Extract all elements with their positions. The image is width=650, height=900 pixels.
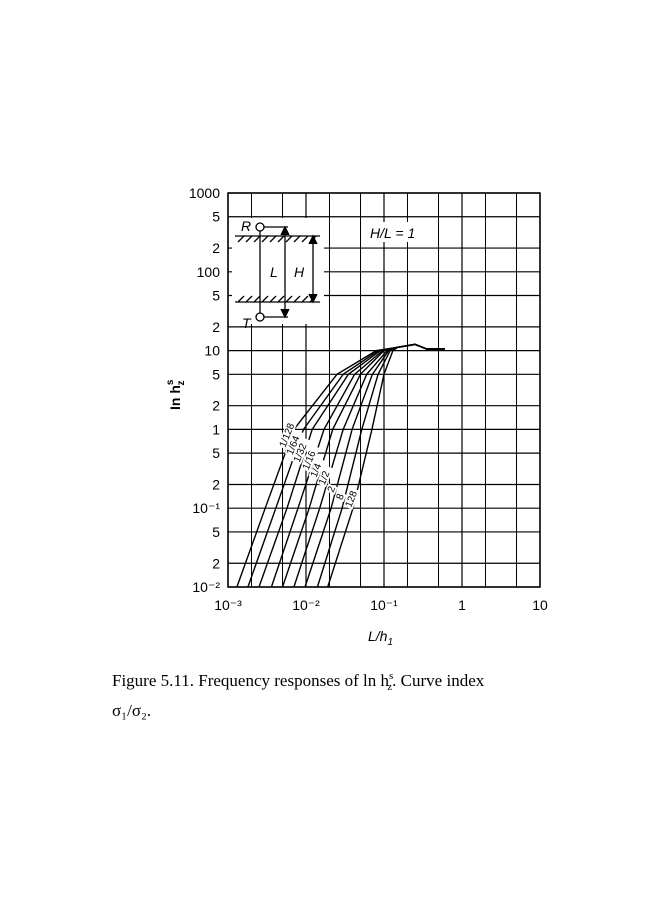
y-tick-label: 100: [197, 264, 221, 280]
caption-sub: z: [387, 681, 392, 693]
caption: Figure 5.11. Frequency responses of ln h…: [112, 670, 485, 693]
x-tick-label: 10⁻²: [292, 597, 320, 613]
x-axis-label: L/h1: [368, 628, 393, 648]
caption-text: Figure 5.11. Frequency responses of ln h: [112, 671, 389, 690]
y-axis-label-sub: z: [176, 381, 187, 386]
inset-diagram: [232, 218, 324, 324]
curve: [270, 343, 445, 588]
x-tick-label: 10: [532, 597, 548, 613]
curve-label-bg: [291, 436, 311, 465]
curve: [258, 343, 445, 588]
inset-label: T: [242, 315, 252, 331]
y-tick-label: 5: [212, 209, 220, 225]
x-axis-label-text: L/h: [368, 628, 388, 644]
y-tick-label: 1000: [189, 185, 220, 201]
curve-label: 1/2: [317, 469, 333, 486]
y-tick-label: 2: [212, 398, 220, 414]
curve: [247, 343, 445, 588]
y-tick-label: 5: [212, 366, 220, 382]
y-tick-label: 2: [212, 555, 220, 571]
x-tick-label: 1: [458, 597, 466, 613]
curve-label-bg: [316, 464, 334, 488]
curve-label-bg: [277, 416, 299, 450]
inset-label: R: [241, 218, 251, 234]
y-tick-label: 5: [212, 445, 220, 461]
caption-after: . Curve index: [392, 671, 485, 690]
curve-label: 8: [335, 492, 347, 502]
curve-label-group: 1/2: [316, 464, 334, 488]
x-tick-label: 10⁻¹: [370, 597, 398, 613]
y-tick-label: 2: [212, 319, 220, 335]
y-tick-label: 10⁻¹: [192, 500, 220, 516]
plot-frame: [227, 192, 541, 588]
y-tick-label: 10: [204, 343, 220, 359]
y-tick-label: 10⁻²: [192, 579, 220, 595]
curve-label-bg: [325, 483, 338, 495]
inset-label: L: [270, 264, 278, 280]
curve: [316, 343, 445, 588]
caption-sup: s: [389, 670, 393, 682]
curve-label-bg: [308, 457, 326, 480]
y-axis-label-text: In h: [167, 385, 183, 410]
y-tick-label: 2: [212, 240, 220, 256]
y-axis-label-sup: s: [165, 379, 176, 385]
y-tick-label: 5: [212, 524, 220, 540]
y-tick-label: 2: [212, 476, 220, 492]
inset-label: H: [294, 264, 305, 280]
curve-label-group: 8: [334, 491, 347, 503]
curve-label-group: 2: [325, 483, 338, 495]
y-tick-label: 1: [212, 421, 220, 437]
y-tick-label: 5: [212, 288, 220, 304]
curve-label: 2: [326, 484, 338, 494]
curve-label-bg: [300, 444, 320, 473]
curve-label-bg: [284, 429, 304, 458]
curve: [236, 343, 445, 588]
caption-line: σ₁/σ₂.: [112, 701, 151, 720]
x-tick-label: 10⁻³: [214, 597, 242, 613]
curve-label-bg: [334, 491, 347, 503]
x-axis-label-sub: 1: [387, 637, 393, 648]
y-axis-label: In hsz: [165, 379, 187, 410]
annotation: H/L = 1: [370, 225, 415, 241]
curve-label-bg: [343, 487, 360, 510]
curve: [327, 343, 445, 588]
